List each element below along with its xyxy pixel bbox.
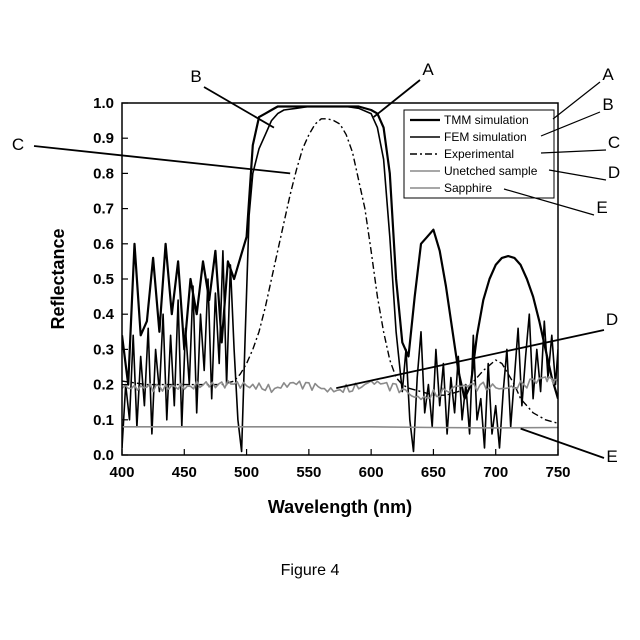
y-tick-label: 0.7 [93, 201, 114, 218]
annotation-letter: D [608, 163, 620, 182]
x-tick-label: 700 [483, 464, 508, 481]
legend-label: Sapphire [444, 181, 492, 195]
annotation-letter: A [602, 65, 614, 84]
y-tick-label: 0.5 [93, 271, 114, 288]
y-tick-label: 0.8 [93, 165, 114, 182]
callout-letter: E [606, 447, 617, 466]
y-tick-label: 1.0 [93, 95, 114, 112]
callout-letter: B [190, 67, 201, 86]
annotation-leader [553, 82, 600, 119]
x-tick-label: 600 [359, 464, 384, 481]
legend-label: TMM simulation [444, 113, 529, 127]
y-tick-label: 0.3 [93, 341, 114, 358]
x-tick-label: 400 [109, 464, 134, 481]
annotation-letter: E [596, 198, 607, 217]
y-tick-label: 0.6 [93, 236, 114, 253]
y-tick-label: 0.9 [93, 130, 114, 147]
callout-letter: C [12, 135, 24, 154]
y-axis: 0.0 0.1 0.2 0.3 0.4 0.5 0.6 0.7 0.8 0.9 1.0 [93, 95, 128, 464]
legend-label: Experimental [444, 147, 514, 161]
annotation-letter: B [602, 95, 613, 114]
x-axis-title: Wavelength (nm) [268, 497, 412, 517]
y-tick-label: 0.2 [93, 377, 114, 394]
x-axis: 400 450 500 550 600 650 700 750 [109, 449, 570, 481]
legend-label: Unetched sample [444, 164, 538, 178]
legend-label: FEM simulation [444, 130, 527, 144]
x-tick-label: 750 [545, 464, 570, 481]
x-tick-label: 650 [421, 464, 446, 481]
callout-leader [336, 330, 604, 388]
callout-leader [521, 429, 604, 458]
y-axis-title: Reflectance [48, 228, 68, 329]
legend: TMM simulation FEM simulation Experimental… [404, 110, 554, 198]
y-tick-label: 0.4 [93, 306, 115, 323]
figure-caption: Figure 4 [281, 562, 340, 579]
annotation-letter: C [608, 133, 620, 152]
x-tick-label: 500 [234, 464, 259, 481]
callout-letter: D [606, 310, 618, 329]
callout-letter: A [422, 60, 434, 79]
x-tick-label: 450 [172, 464, 197, 481]
callout-leader [204, 87, 274, 128]
y-tick-label: 0.1 [93, 412, 114, 429]
x-tick-label: 550 [296, 464, 321, 481]
y-tick-label: 0.0 [93, 447, 114, 464]
